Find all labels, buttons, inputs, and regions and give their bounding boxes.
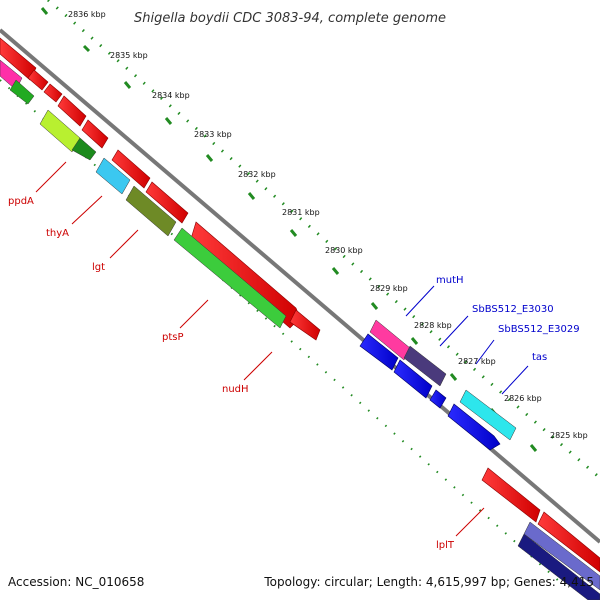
genome-backbone — [0, 28, 600, 544]
kbp-label: 2833 kbp — [194, 130, 232, 139]
gene-bar — [71, 137, 97, 161]
gene-bar — [369, 319, 411, 361]
label-SbBS512_E3029: SbBS512_E3029 — [475, 324, 580, 365]
label-thyA: thyA — [46, 195, 103, 239]
kbp-label: 2835 kbp — [110, 51, 148, 60]
accession: Accession: NC_010658 — [8, 575, 144, 589]
kbp-label: 2830 kbp — [325, 246, 363, 255]
function-genes — [0, 59, 600, 600]
gene-arrow — [57, 95, 87, 127]
gene-label-lgt: lgt — [92, 262, 105, 273]
gene-arrow — [447, 403, 501, 451]
gene-label-tas: tas — [532, 352, 547, 363]
kbp-labels: 2836 kbp 2835 kbp 2834 kbp 2833 kbp 2832… — [68, 10, 588, 440]
gene-arrow — [429, 389, 447, 409]
gene-label-e3030: SbBS512_E3030 — [472, 304, 554, 315]
kbp-label: 2836 kbp — [68, 10, 106, 19]
gene-bar — [39, 109, 81, 153]
label-tas: tas — [501, 352, 547, 395]
kbp-label: 2831 kbp — [282, 208, 320, 217]
gene-arrow — [145, 181, 189, 224]
label-mutH: mutH — [405, 275, 464, 317]
kbp-label: 2828 kbp — [414, 321, 452, 330]
label-ptsP: ptsP — [162, 299, 209, 343]
gene-bar — [459, 389, 517, 441]
reverse-genes — [359, 333, 501, 451]
genome-stats: Topology: circular; Length: 4,615,997 bp… — [263, 575, 594, 589]
map-title: Shigella boydii CDC 3083-94, complete ge… — [134, 11, 446, 26]
gene-arrow — [81, 119, 109, 149]
kbp-label: 2832 kbp — [238, 170, 276, 179]
gene-label-ptsP: ptsP — [162, 332, 184, 343]
label-ppdA: ppdA — [8, 161, 67, 207]
gene-bar — [403, 345, 447, 387]
gene-label-ppdA: ppdA — [8, 196, 34, 207]
gene-arrow — [537, 511, 600, 573]
gene-bar — [173, 227, 287, 329]
gene-arrow — [27, 69, 49, 91]
gene-label-thyA: thyA — [46, 228, 69, 239]
kbp-label: 2827 kbp — [458, 357, 496, 366]
gene-arrow — [481, 467, 541, 523]
gene-arrow — [43, 83, 63, 103]
gene-label-e3029: SbBS512_E3029 — [498, 324, 580, 335]
gene-label-lplT: lplT — [436, 540, 455, 551]
gene-label-nudH: nudH — [222, 384, 249, 395]
forward-genes — [0, 37, 600, 573]
kbp-label: 2834 kbp — [152, 91, 190, 100]
gene-arrow — [393, 359, 433, 399]
gene-arrow — [359, 333, 399, 371]
gene-bar — [125, 185, 177, 237]
kbp-label: 2825 kbp — [550, 431, 588, 440]
label-SbBS512_E3030: SbBS512_E3030 — [439, 304, 554, 347]
kbp-label: 2829 kbp — [370, 284, 408, 293]
outer-ruler — [47, 0, 600, 480]
label-lplT: lplT — [436, 507, 485, 551]
gene-bar — [523, 521, 600, 591]
gene-label-mutH: mutH — [436, 275, 464, 286]
kbp-label: 2826 kbp — [504, 394, 542, 403]
gene-arrow — [111, 149, 151, 189]
gene-bar — [9, 79, 35, 105]
gene-arrow — [289, 309, 321, 341]
gene-bar — [95, 157, 131, 195]
label-lgt: lgt — [92, 229, 139, 273]
label-nudH: nudH — [222, 351, 273, 395]
gene-bar — [517, 533, 600, 600]
outer-ruler-ticks — [40, 7, 538, 452]
